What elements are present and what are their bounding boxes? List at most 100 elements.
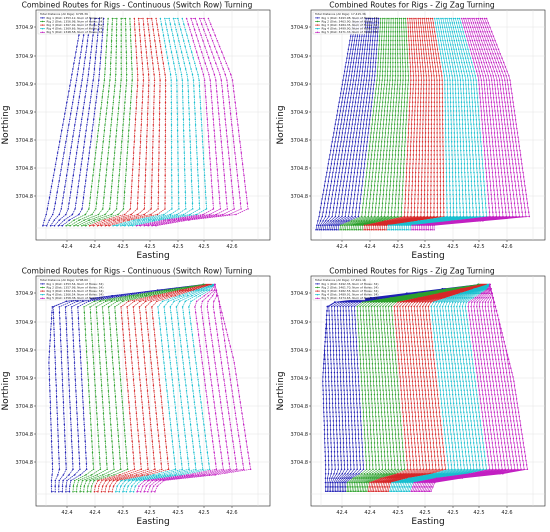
hole-point [461,189,464,191]
hole-point [458,184,460,187]
hole-point [474,198,477,200]
hole-point [117,350,120,353]
hole-point [88,219,90,221]
hole-point [421,132,424,134]
hole-point [126,146,129,149]
hole-point [350,198,352,200]
hole-point [405,123,407,125]
hole-point [462,30,464,33]
hole-point [189,140,191,143]
hole-point [391,198,394,200]
hole-point [494,88,497,90]
hole-point [57,474,59,476]
hole-point [132,294,135,297]
hole-point [431,30,434,33]
hole-point [441,123,444,125]
hole-point [158,40,161,42]
hole-point [477,193,480,196]
route-series-3 [363,17,445,231]
hole-point [86,356,88,359]
hole-point [89,146,91,149]
hole-point [433,17,436,20]
hole-point [496,57,498,59]
hole-point [454,17,457,20]
hole-point [367,127,370,130]
hole-point [444,105,446,108]
hole-point [110,429,112,431]
hole-point [427,171,429,174]
hole-point [363,35,365,37]
hole-point [360,101,362,103]
hole-point [373,101,376,103]
hole-point [225,62,228,65]
hole-point [125,51,128,53]
hole-point [372,162,375,165]
hole-point [475,44,477,46]
hole-point [384,220,386,222]
hole-point [393,92,395,95]
hole-point [233,146,236,149]
hole-point [471,92,473,95]
hole-point [358,224,360,227]
hole-point [465,136,467,139]
hole-point [349,101,351,103]
hole-point [114,390,116,392]
hole-point [53,339,56,342]
hole-point [508,215,511,218]
hole-point [430,149,432,152]
hole-point [229,112,232,115]
hole-point [362,44,364,46]
hole-point [417,105,419,108]
hole-point [380,184,382,187]
hole-point [497,140,500,143]
hole-point [159,79,161,81]
hole-point [329,167,332,169]
hole-point [465,198,467,200]
hole-point [369,61,372,64]
hole-point [405,171,408,174]
hole-point [370,26,373,29]
hole-point [187,90,190,93]
hole-point [346,198,349,200]
hole-point [430,88,433,90]
hole-point [72,174,75,177]
hole-point [367,224,369,227]
hole-point [215,84,218,87]
hole-point [504,149,506,152]
hole-point [343,198,346,200]
hole-point [409,30,412,33]
hole-point [355,136,357,139]
hole-point [97,129,100,132]
hole-point [467,176,469,178]
hole-point [503,171,506,174]
hole-point [390,101,392,103]
hole-point [125,40,127,42]
hole-point [317,228,319,231]
hole-point [177,157,179,160]
hole-point [123,191,126,193]
hole-point [214,34,216,37]
hole-point [213,129,215,132]
hole-point [350,92,353,95]
hole-point [140,124,143,126]
hole-point [67,373,70,375]
hole-point [190,174,193,177]
hole-point [512,189,514,191]
hole-point [497,198,499,200]
hole-point [487,39,490,42]
x-tick-label: 42.5 [144,510,155,516]
hole-point [350,127,353,130]
hole-point [374,118,377,121]
hole-point [428,110,430,112]
hole-point [489,39,492,42]
hole-point [403,48,406,51]
hole-point [167,34,169,37]
hole-point [343,176,346,178]
hole-point [407,193,410,196]
hole-point [436,132,438,134]
hole-point [158,107,161,109]
hole-point [430,101,433,103]
hole-point [493,61,495,64]
hole-point [394,22,397,24]
hole-point [506,140,508,143]
